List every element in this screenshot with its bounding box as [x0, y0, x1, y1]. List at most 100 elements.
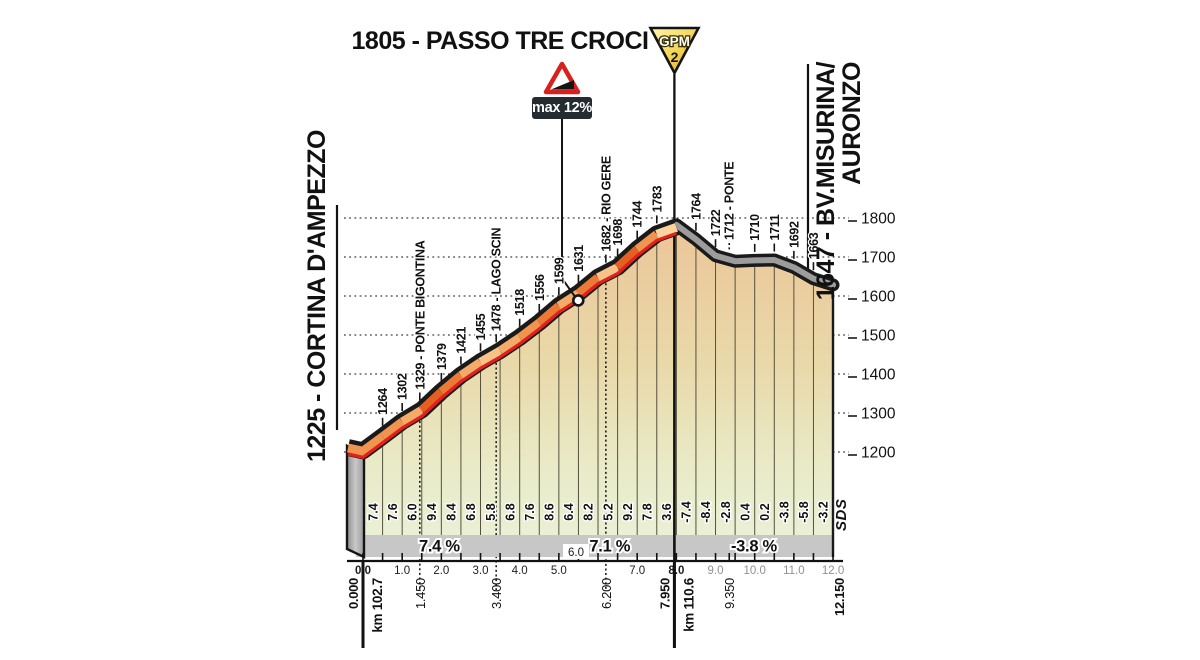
gradient-value-label: -8.4: [699, 501, 713, 523]
km-marker-race-distance: km 110.6: [681, 577, 696, 632]
gradient-value-label: 9.2: [621, 503, 635, 520]
x-axis-label: 3.0: [473, 565, 489, 577]
km-marker-distance: 12.150: [832, 578, 847, 616]
gradient-value-label: 7.8: [640, 503, 654, 520]
road-climb-gradient-segment: [634, 230, 660, 254]
road-climb-gradient-segment: [478, 347, 503, 367]
avg-gradient-band: [356, 535, 833, 557]
gradient-value-label: 5.8: [484, 503, 498, 520]
max-gradient-leader-line: [561, 119, 578, 299]
gradient-value-label: -7.4: [680, 501, 694, 523]
road-climb-gradient-segment: [655, 223, 678, 239]
gradient-value-label: -2.8: [719, 501, 733, 523]
landmark-label: 1682 - RIO GERE: [599, 156, 613, 252]
y-axis-label: 1800: [861, 211, 896, 228]
landmark-label: 1631: [572, 245, 586, 272]
landmark-label: 1663: [807, 232, 821, 259]
gradient-value-label: 6.0: [405, 503, 419, 520]
y-axis-label: 1700: [861, 250, 896, 267]
y-axis-label: 1500: [861, 328, 896, 345]
max-gradient-badge: max 12%: [532, 97, 592, 119]
gradient-value-label: 8.6: [543, 503, 557, 520]
end-location-label-line2: AURONZO: [838, 62, 866, 185]
landmark-label: 1744: [631, 201, 645, 228]
landmark-label: 1421: [454, 327, 468, 354]
landmark-label: 1264: [376, 388, 390, 415]
gradient-value-label: -3.8: [778, 501, 792, 523]
road-climb-gradient-segment: [614, 246, 641, 271]
gradient-value-label: 0.4: [738, 503, 752, 520]
gradient-value-label: 9.4: [425, 503, 439, 520]
slab-side-face: [345, 443, 366, 559]
gradient-value-label: 0.2: [758, 503, 772, 520]
gradient-value-label: 6.4: [562, 503, 576, 520]
gradient-value-label: 5.2: [601, 503, 615, 520]
gradient-value-label: 8.2: [582, 503, 596, 520]
road-climb-gradient-segment: [595, 263, 620, 282]
avg-gradient-label: 7.1 %: [589, 538, 630, 556]
road-descent: [673, 221, 836, 288]
route-red-line: [347, 231, 677, 459]
road-climb-gradient-segment: [536, 302, 562, 327]
km-marker-distance: 6.200: [599, 578, 614, 609]
km-marker-distance: 7.950: [657, 578, 672, 609]
x-axis-label: 9.0: [708, 565, 724, 577]
gpm-badge: GPM 2: [648, 25, 701, 77]
x-axis-label: 4.0: [512, 565, 528, 577]
gradient-value-label: 7.6: [386, 503, 400, 520]
landmark-label: 1599: [552, 257, 566, 284]
y-axis-label: 1200: [861, 445, 896, 462]
x-axis-label: 12.0: [822, 565, 844, 577]
road-climb-gradient-segment: [379, 418, 405, 441]
start-location-label: 1225 - CORTINA D'AMPEZZO: [303, 130, 331, 462]
landmark-label: 1478 - LAGO SCIN: [490, 227, 504, 331]
x-axis-label: 10.0: [744, 565, 766, 577]
gradient-value-label: 6.8: [464, 503, 478, 520]
landmark-label: 1455: [474, 313, 488, 340]
avg-gradient-label: -3.8 %: [731, 538, 778, 556]
road-climb-gradient-segment: [575, 274, 601, 298]
page-title: 1805 - PASSO TRE CROCI: [351, 27, 649, 55]
landmark-label: 1710: [748, 214, 762, 241]
road-climb-gradient-segment: [516, 319, 543, 342]
gpm-category: 2: [671, 49, 679, 65]
landmark-label: 1698: [611, 219, 625, 246]
landmark-label: 1783: [650, 185, 664, 212]
sds-logo: SDS: [833, 498, 850, 531]
road-climb-gradient-segment: [497, 334, 523, 355]
y-axis-label: 1600: [861, 289, 896, 306]
avg-gradient-label: 7.4 %: [419, 538, 460, 556]
end-location-label-line1: 1647 - BV.MISURINA/: [812, 62, 840, 301]
landmark-label: 1302: [396, 373, 410, 400]
landmark-label: 1379: [435, 343, 449, 370]
steep-grade-warning-icon: [543, 61, 581, 96]
landmark-label: 1556: [533, 274, 547, 301]
landmark-label: 1764: [689, 193, 703, 220]
gradient-value-label: -3.2: [817, 501, 831, 523]
landmark-label: 1712 - PONTE: [723, 162, 737, 240]
gradient-value-label: 6.8: [503, 503, 517, 520]
x-axis-label: 2.0: [433, 565, 449, 577]
road-climb-gradient-segment: [418, 388, 445, 414]
landmark-label: 1692: [787, 221, 801, 248]
gpm-triangle-icon: [648, 26, 701, 76]
gradient-value-label: -5.8: [797, 501, 811, 523]
max-gradient-marker: [571, 294, 585, 307]
x-axis-label: 5.0: [551, 565, 567, 577]
km-marker-race-distance: km 102.7: [370, 578, 385, 633]
landmark-label: 1722: [709, 209, 723, 236]
km-marker-distance: 1.450: [413, 578, 428, 609]
x-axis-label: 1.0: [394, 565, 410, 577]
x-axis-label: 11.0: [783, 565, 805, 577]
raised-tick-chip: [563, 544, 589, 559]
landmark-label: 1518: [513, 289, 527, 316]
km-marker-distance: 3.400: [489, 578, 504, 609]
x-axis-label: 6.0: [568, 547, 584, 559]
gradient-value-label: 7.6: [523, 503, 537, 520]
km-marker-distance: 0.000: [346, 578, 361, 609]
landmark-label: 1711: [768, 214, 782, 240]
km-marker-distance: 9.350: [722, 578, 737, 609]
gradient-value-label: 3.6: [660, 503, 674, 520]
